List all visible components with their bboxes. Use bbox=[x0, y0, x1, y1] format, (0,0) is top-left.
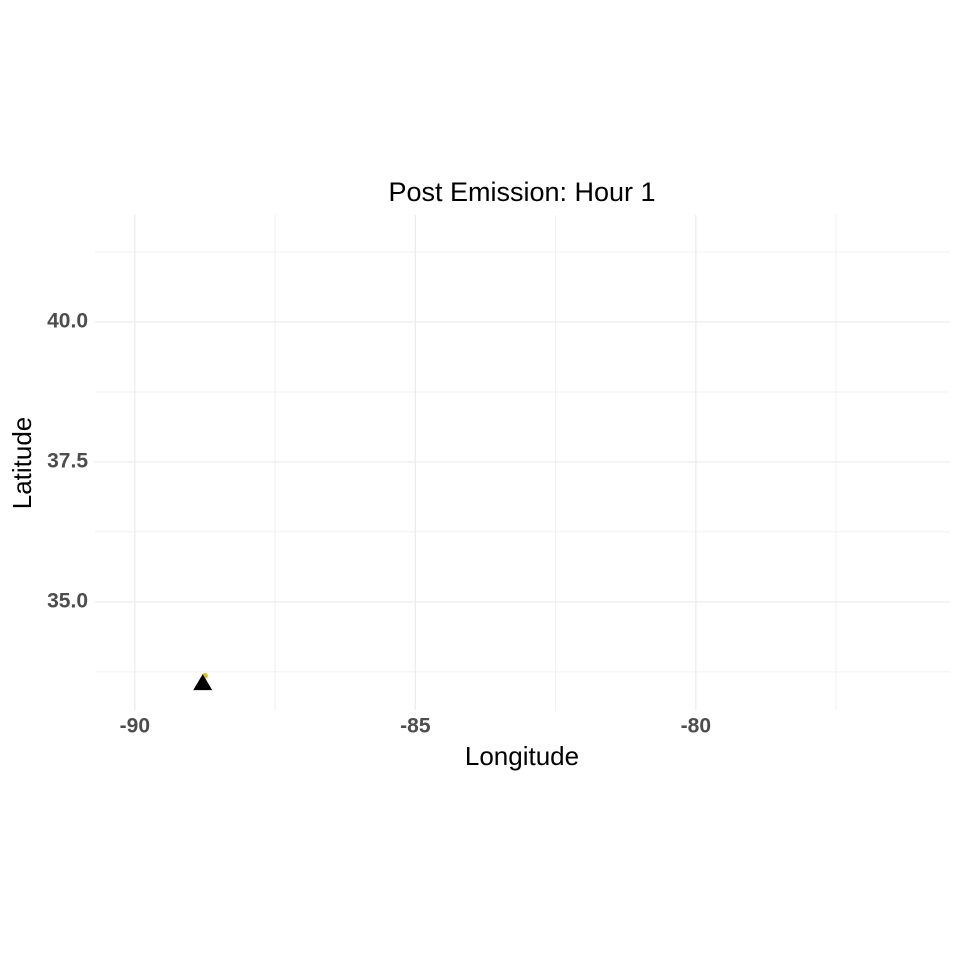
y-tick-label: 40.0 bbox=[47, 309, 88, 332]
point bbox=[193, 674, 213, 691]
chart-title: Post Emission: Hour 1 bbox=[388, 177, 655, 207]
x-tick-label: -85 bbox=[400, 715, 431, 738]
y-tick-label: 37.5 bbox=[47, 449, 88, 472]
x-tick-label: -90 bbox=[120, 715, 150, 738]
x-axis-title: Longitude bbox=[465, 741, 579, 771]
y-axis-title: Latitude bbox=[7, 417, 37, 510]
y-tick-label: 35.0 bbox=[47, 589, 88, 612]
x-tick-label: -80 bbox=[681, 715, 711, 738]
